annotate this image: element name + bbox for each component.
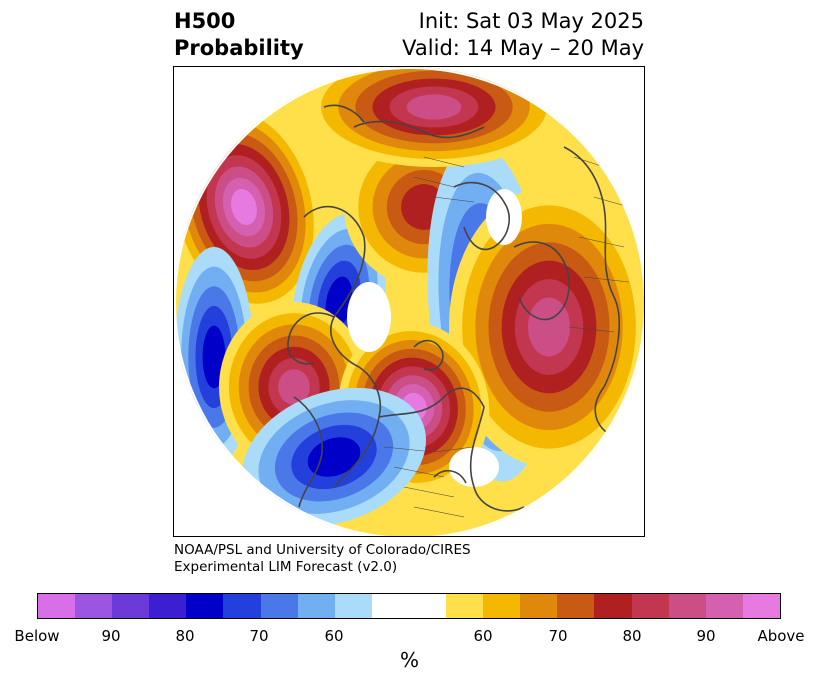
colorbar-swatch [408,594,447,618]
colorbar-swatch [334,594,372,618]
neutral-region [449,447,499,487]
colorbar-swatch [38,594,76,618]
colorbar-swatch [186,594,224,618]
neutral-region [486,189,522,245]
title-variable: H500 [174,9,236,33]
colorbar-tick-label: 80 [622,627,642,645]
colorbar-swatch [112,594,150,618]
colorbar-tick-label: 70 [249,627,269,645]
figure-title-right: Init: Sat 03 May 2025 Valid: 14 May – 20… [402,8,644,62]
colorbar-swatch [520,594,558,618]
colorbar-swatch [223,594,261,618]
colorbar-tick-label: Above [757,627,805,645]
colorbar-tick-label: 60 [473,627,493,645]
contour-band [202,325,226,389]
colorbar-swatch [75,594,113,618]
colorbar-tick-label: Below [14,627,60,645]
contour-band [231,188,257,226]
colorbar-swatch [483,594,521,618]
colorbar-swatch [668,594,706,618]
above-normal-anomaly [449,187,644,467]
colorbar-swatch [705,594,743,618]
contour-band [406,94,462,120]
polar-map-panel [173,66,645,537]
colorbar-swatch [557,594,595,618]
credit-line-2: Experimental LIM Forecast (v2.0) [174,559,398,575]
figure-title-left: H500 Probability [174,8,304,62]
colorbar-tick-label: 90 [696,627,716,645]
colorbar-swatch [594,594,632,618]
colorbar-tick-label: 80 [175,627,195,645]
credit-text: NOAA/PSL and University of Colorado/CIRE… [174,542,471,576]
credit-line-1: NOAA/PSL and University of Colorado/CIRE… [174,542,471,558]
neutral-region [347,282,391,352]
colorbar-unit: % [399,648,419,672]
colorbar-swatch [631,594,669,618]
contour-band [278,369,310,405]
colorbar [37,593,781,619]
colorbar-swatch [260,594,298,618]
title-metric: Probability [174,36,304,60]
colorbar-swatch [371,594,409,618]
colorbar-swatch [297,594,335,618]
colorbar-tick-label: 70 [548,627,568,645]
colorbar-swatch [446,594,484,618]
colorbar-tick-label: 60 [324,627,344,645]
valid-range: Valid: 14 May – 20 May [402,36,644,60]
below-normal-anomaly [242,387,426,527]
colorbar-tick-labels: Below 90 80 70 60 60 70 80 90 Above [0,627,819,647]
colorbar-tick-label: 90 [101,627,121,645]
probability-map [174,67,644,536]
colorbar-swatch [149,594,187,618]
contour-band [307,437,361,477]
init-date: Init: Sat 03 May 2025 [418,9,644,33]
colorbar-swatch [742,594,780,618]
